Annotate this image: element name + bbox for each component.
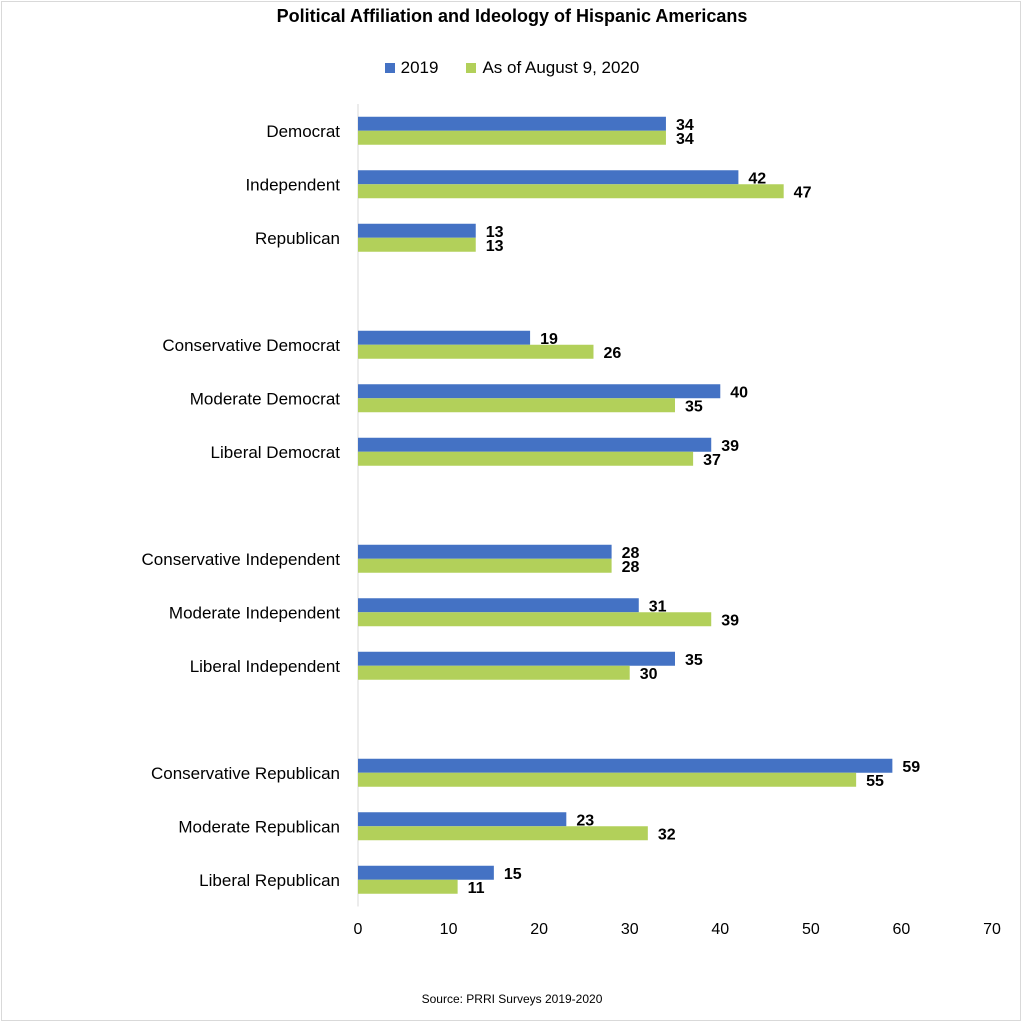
x-tick-label: 20 — [530, 921, 548, 938]
legend-item-2020: As of August 9, 2020 — [466, 58, 639, 78]
bar-2020 — [358, 398, 675, 413]
data-label: 35 — [685, 398, 703, 415]
bar-2020 — [358, 826, 648, 841]
data-label: 13 — [486, 224, 504, 241]
source-note: Source: PRRI Surveys 2019-2020 — [421, 992, 603, 1006]
category-label: Liberal Democrat — [211, 443, 341, 462]
category-label: Moderate Republican — [178, 817, 340, 836]
data-label: 37 — [703, 452, 721, 469]
bar-2019 — [358, 544, 612, 559]
category-label: Liberal Independent — [190, 657, 341, 676]
data-label: 39 — [721, 612, 739, 629]
data-label: 32 — [658, 826, 676, 843]
bar-2019 — [358, 812, 567, 827]
bar-2020 — [358, 130, 666, 145]
data-label: 23 — [576, 812, 594, 829]
category-label: Moderate Independent — [169, 603, 340, 622]
data-label: 19 — [540, 331, 558, 348]
bar-2020 — [358, 772, 857, 787]
data-label: 35 — [685, 652, 703, 669]
bar-2019 — [358, 116, 666, 131]
x-tick-label: 50 — [802, 921, 820, 938]
bar-2020 — [358, 665, 630, 680]
legend-swatch-2019 — [384, 63, 395, 73]
bar-2020 — [358, 879, 458, 894]
x-tick-label: 70 — [983, 921, 1001, 938]
category-label: Democrat — [266, 122, 340, 141]
data-label: 34 — [676, 117, 694, 134]
data-label: 40 — [730, 384, 748, 401]
data-label: 28 — [622, 559, 640, 576]
category-label: Liberal Republican — [199, 871, 340, 890]
data-label: 55 — [866, 773, 884, 790]
legend: 2019 As of August 9, 2020 — [0, 58, 1024, 78]
legend-label-2020: As of August 9, 2020 — [482, 58, 640, 77]
data-label: 28 — [622, 545, 640, 562]
bar-2019 — [358, 170, 739, 185]
category-label: Conservative Republican — [151, 764, 340, 783]
bar-2019 — [358, 223, 476, 238]
category-label: Independent — [245, 175, 340, 194]
x-tick-label: 60 — [893, 921, 911, 938]
bar-2019 — [358, 758, 893, 773]
chart-title: Political Affiliation and Ideology of Hi… — [276, 6, 748, 26]
legend-item-2019: 2019 — [384, 58, 439, 78]
bar-2020 — [358, 558, 612, 573]
x-tick-label: 30 — [621, 921, 639, 938]
category-label: Republican — [255, 229, 340, 248]
legend-swatch-2020 — [466, 63, 477, 73]
bar-2020 — [358, 612, 712, 627]
bar-2019 — [358, 330, 531, 345]
bar-2019 — [358, 437, 712, 452]
bar-2019 — [358, 865, 494, 880]
bar-2020 — [358, 344, 594, 359]
data-label: 47 — [794, 184, 812, 201]
data-label: 30 — [640, 666, 658, 683]
bar-2020 — [358, 237, 476, 252]
data-label: 39 — [721, 438, 739, 455]
data-label: 31 — [649, 598, 667, 615]
bar-2020 — [358, 451, 694, 466]
bar-2019 — [358, 651, 675, 666]
category-label: Conservative Democrat — [162, 336, 340, 355]
data-label: 11 — [468, 880, 485, 897]
bar-2019 — [358, 598, 639, 613]
data-label: 59 — [902, 759, 920, 776]
data-label: 34 — [676, 131, 694, 148]
data-label: 26 — [603, 345, 621, 362]
bar-2019 — [358, 384, 721, 399]
bar-2020 — [358, 184, 784, 199]
category-label: Moderate Democrat — [190, 389, 341, 408]
legend-label-2019: 2019 — [400, 58, 439, 77]
x-tick-label: 40 — [711, 921, 729, 938]
data-label: 15 — [504, 866, 522, 883]
data-label: 42 — [748, 170, 766, 187]
data-label: 13 — [486, 238, 504, 255]
category-label: Conservative Independent — [142, 550, 341, 569]
x-tick-label: 0 — [354, 921, 363, 938]
x-tick-label: 10 — [440, 921, 458, 938]
